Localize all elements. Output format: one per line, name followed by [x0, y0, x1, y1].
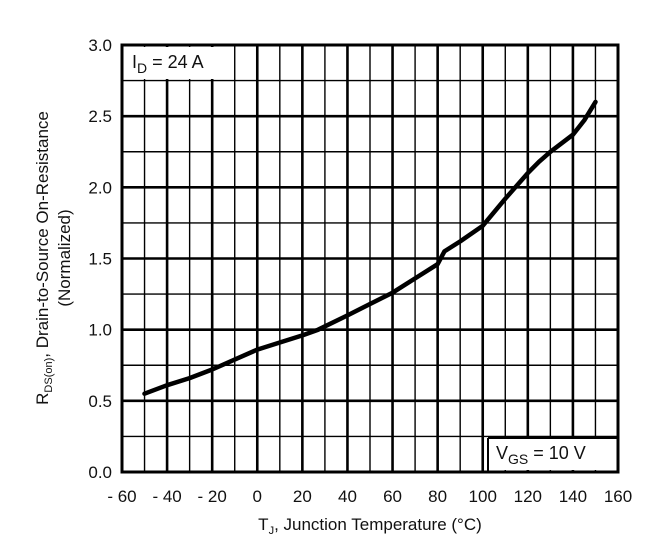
- y-tick-label: 1.5: [88, 250, 112, 269]
- x-axis-label: TJ, Junction Temperature (°C): [258, 515, 482, 537]
- y-tick-label: 1.0: [88, 321, 112, 340]
- x-tick-label: 160: [604, 487, 632, 506]
- tick-labels: - 60 - 40 - 20 0 20 40 60 80 100 120 140 160 0.0 0.5 1…: [88, 36, 632, 506]
- y-axis-label-line1: RDS(on), Drain-to-Source On-Resistance: [33, 111, 55, 405]
- y-tick-label: 0.0: [88, 463, 112, 482]
- series: [142, 99, 598, 396]
- y-tick-label: 0.5: [88, 392, 112, 411]
- x-tick-label: - 60: [107, 487, 136, 506]
- x-tick-label: 140: [559, 487, 587, 506]
- annotation-box: [488, 438, 616, 470]
- y-tick-label: 3.0: [88, 36, 112, 55]
- data-line: [142, 99, 598, 396]
- x-tick-label: - 20: [198, 487, 227, 506]
- x-tick-label: 0: [253, 487, 262, 506]
- y-tick-label: 2.5: [88, 107, 112, 126]
- plot-frame: [120, 43, 620, 474]
- x-tick-label: 100: [469, 487, 497, 506]
- annotation-text: VGS = 10 V: [496, 443, 586, 467]
- x-tick-label: 120: [514, 487, 542, 506]
- annotation-text: ID = 24 A: [132, 52, 204, 76]
- x-tick-label: 80: [428, 487, 447, 506]
- x-tick-label: 40: [338, 487, 357, 506]
- x-tick-label: 20: [293, 487, 312, 506]
- x-tick-label: - 40: [152, 487, 181, 506]
- annotation-box: [124, 47, 220, 79]
- x-tick-label: 60: [383, 487, 402, 506]
- y-tick-label: 2.0: [88, 178, 112, 197]
- annotations: ID = 24 A VGS = 10 V: [124, 47, 618, 472]
- y-axis-label-line2: (Normalized): [55, 209, 74, 306]
- grid: [120, 43, 620, 474]
